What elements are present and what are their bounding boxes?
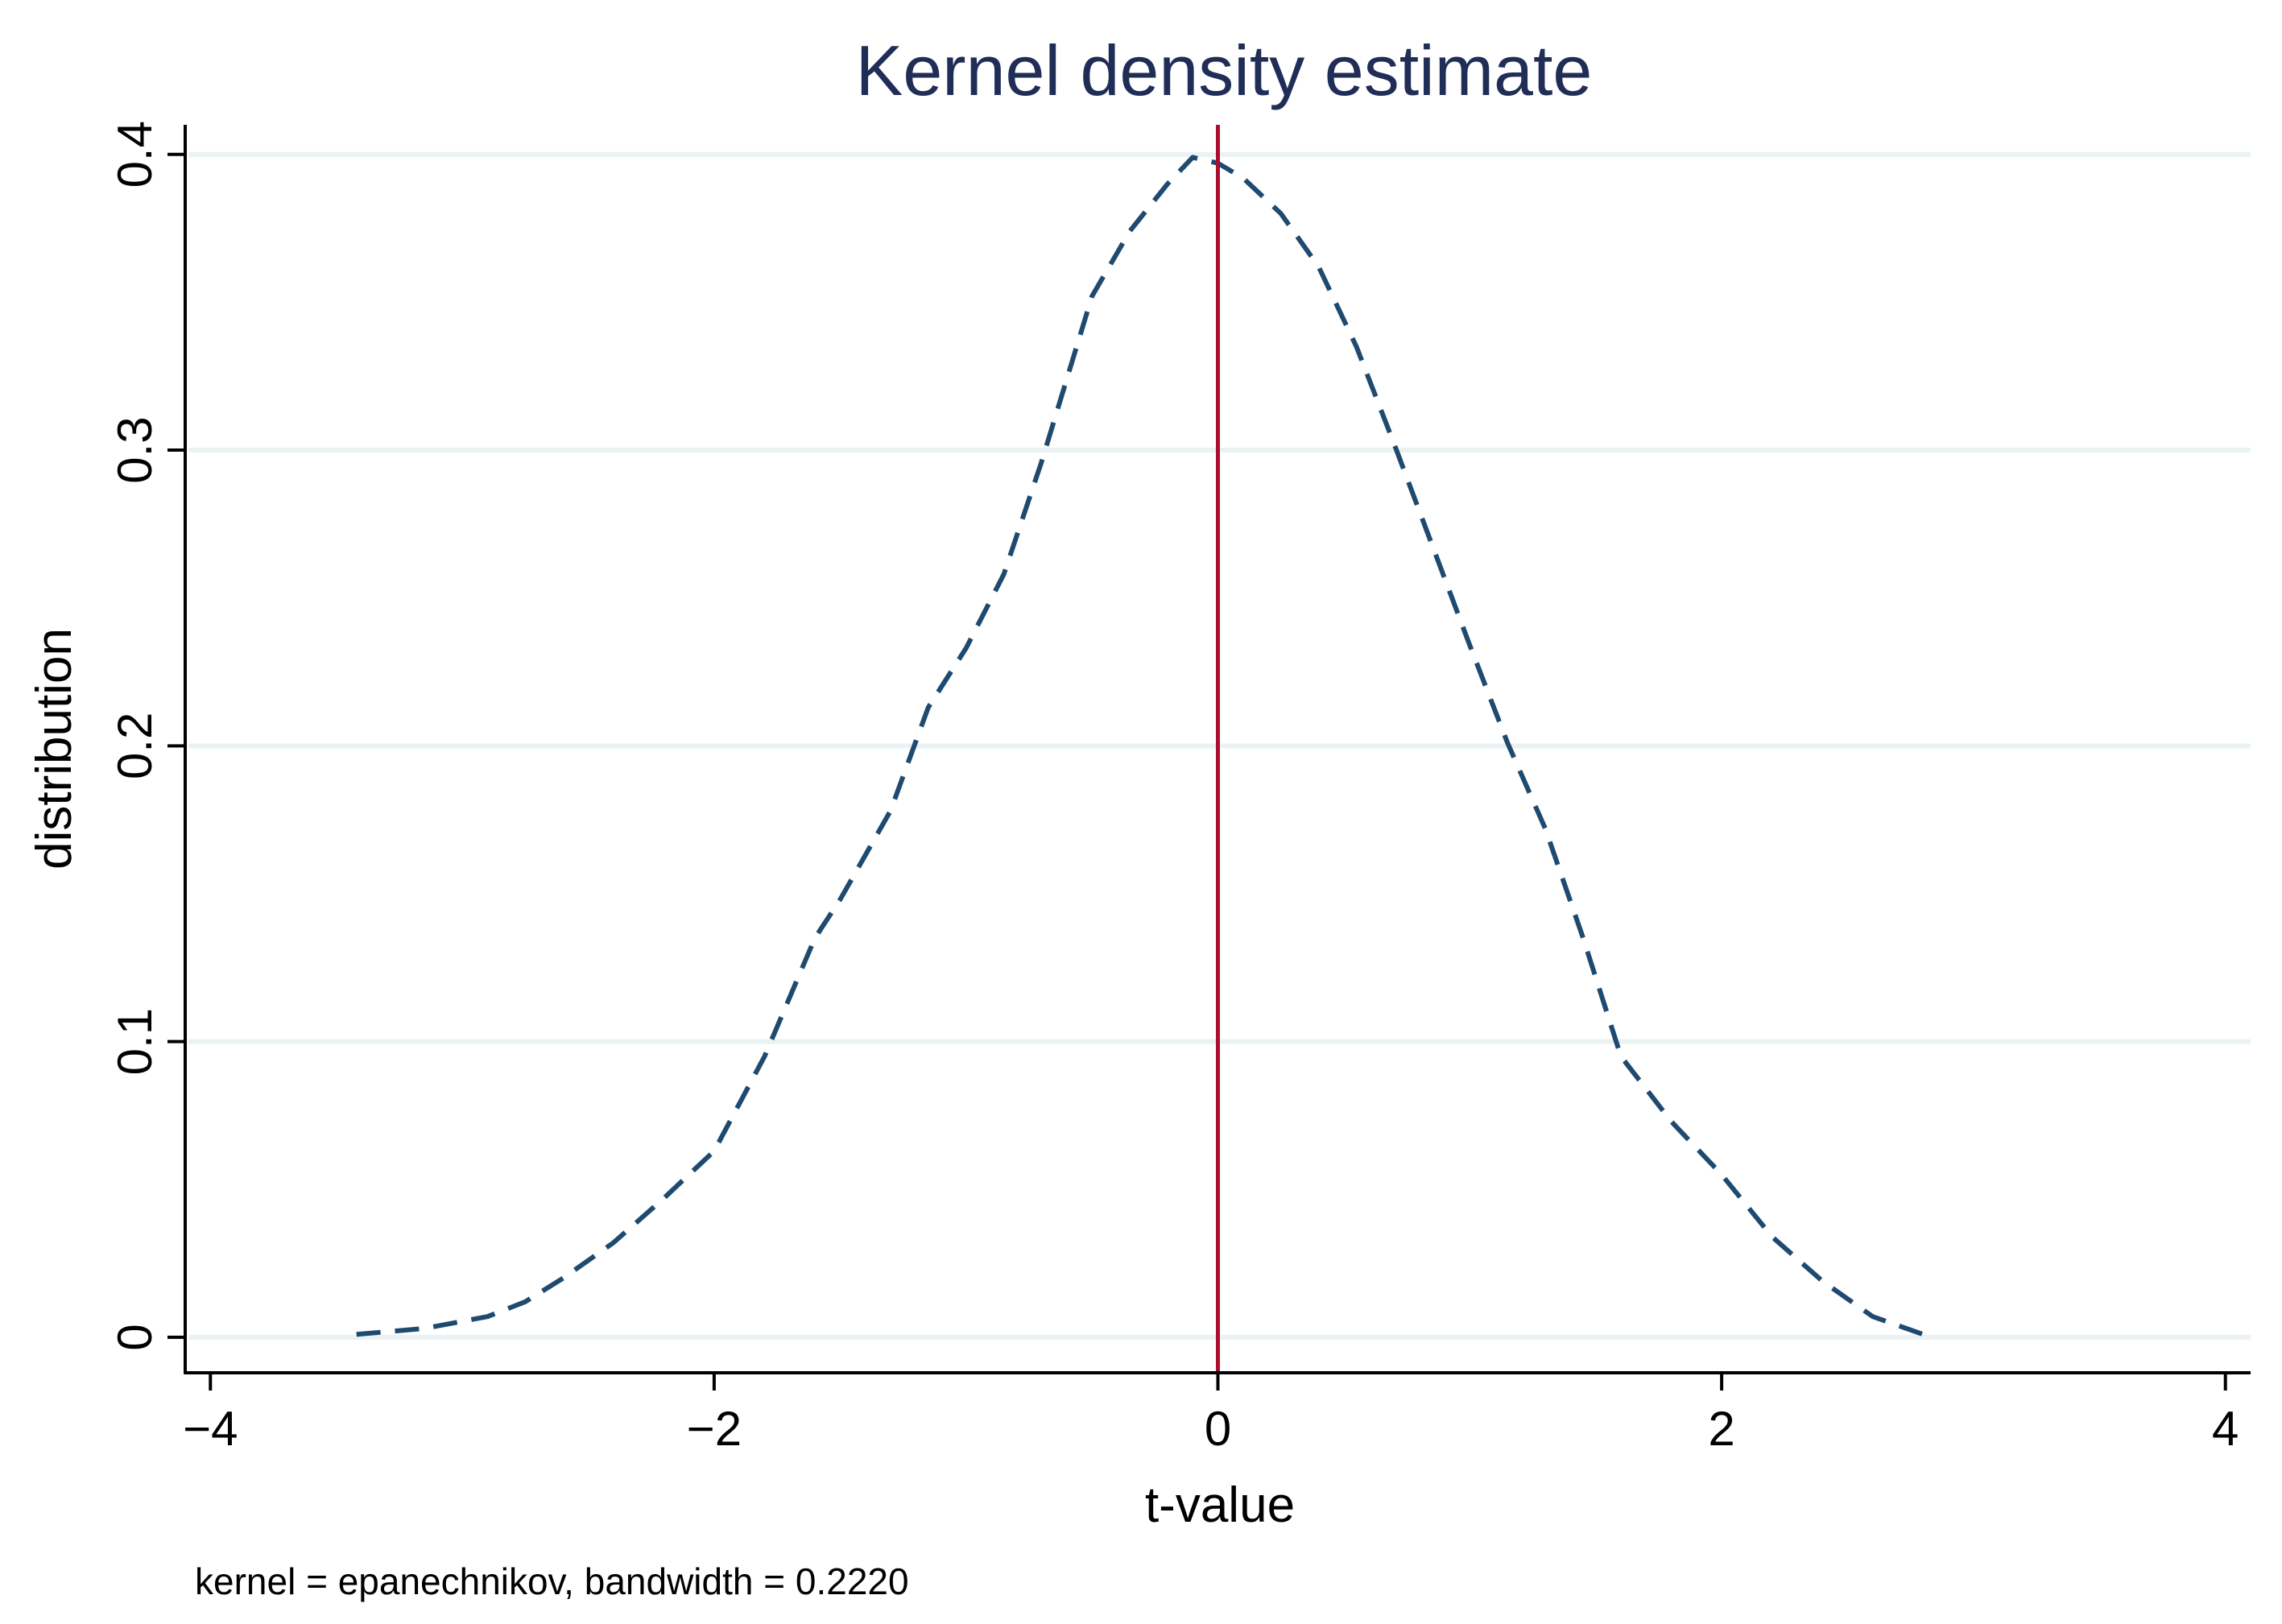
y-tick-label: 0.4 [108, 121, 162, 188]
x-axis-label: t-value [1145, 1477, 1295, 1533]
y-tick-label: 0.1 [108, 1008, 162, 1075]
x-axis-ticks: −4 −2 0 2 4 [183, 1373, 2239, 1456]
series-layer [356, 155, 1924, 1337]
series-line-density [356, 155, 1924, 1337]
x-tick-label: −2 [687, 1402, 742, 1456]
x-tick-label: 2 [1708, 1402, 1734, 1456]
x-tick-label: 0 [1205, 1402, 1231, 1456]
x-tick-label: 4 [2212, 1402, 2239, 1456]
y-tick-label: 0.3 [108, 416, 162, 483]
y-axis-ticks: 0 0.1 0.2 0.3 0.4 [108, 121, 185, 1351]
y-axis-label: distribution [27, 628, 82, 870]
y-tick-label: 0 [108, 1324, 162, 1350]
chart-title: Kernel density estimate [856, 31, 1593, 110]
y-tick-label: 0.2 [108, 713, 162, 779]
x-tick-label: −4 [183, 1402, 238, 1456]
chart-note: kernel = epanechnikov, bandwidth = 0.222… [195, 1560, 909, 1602]
